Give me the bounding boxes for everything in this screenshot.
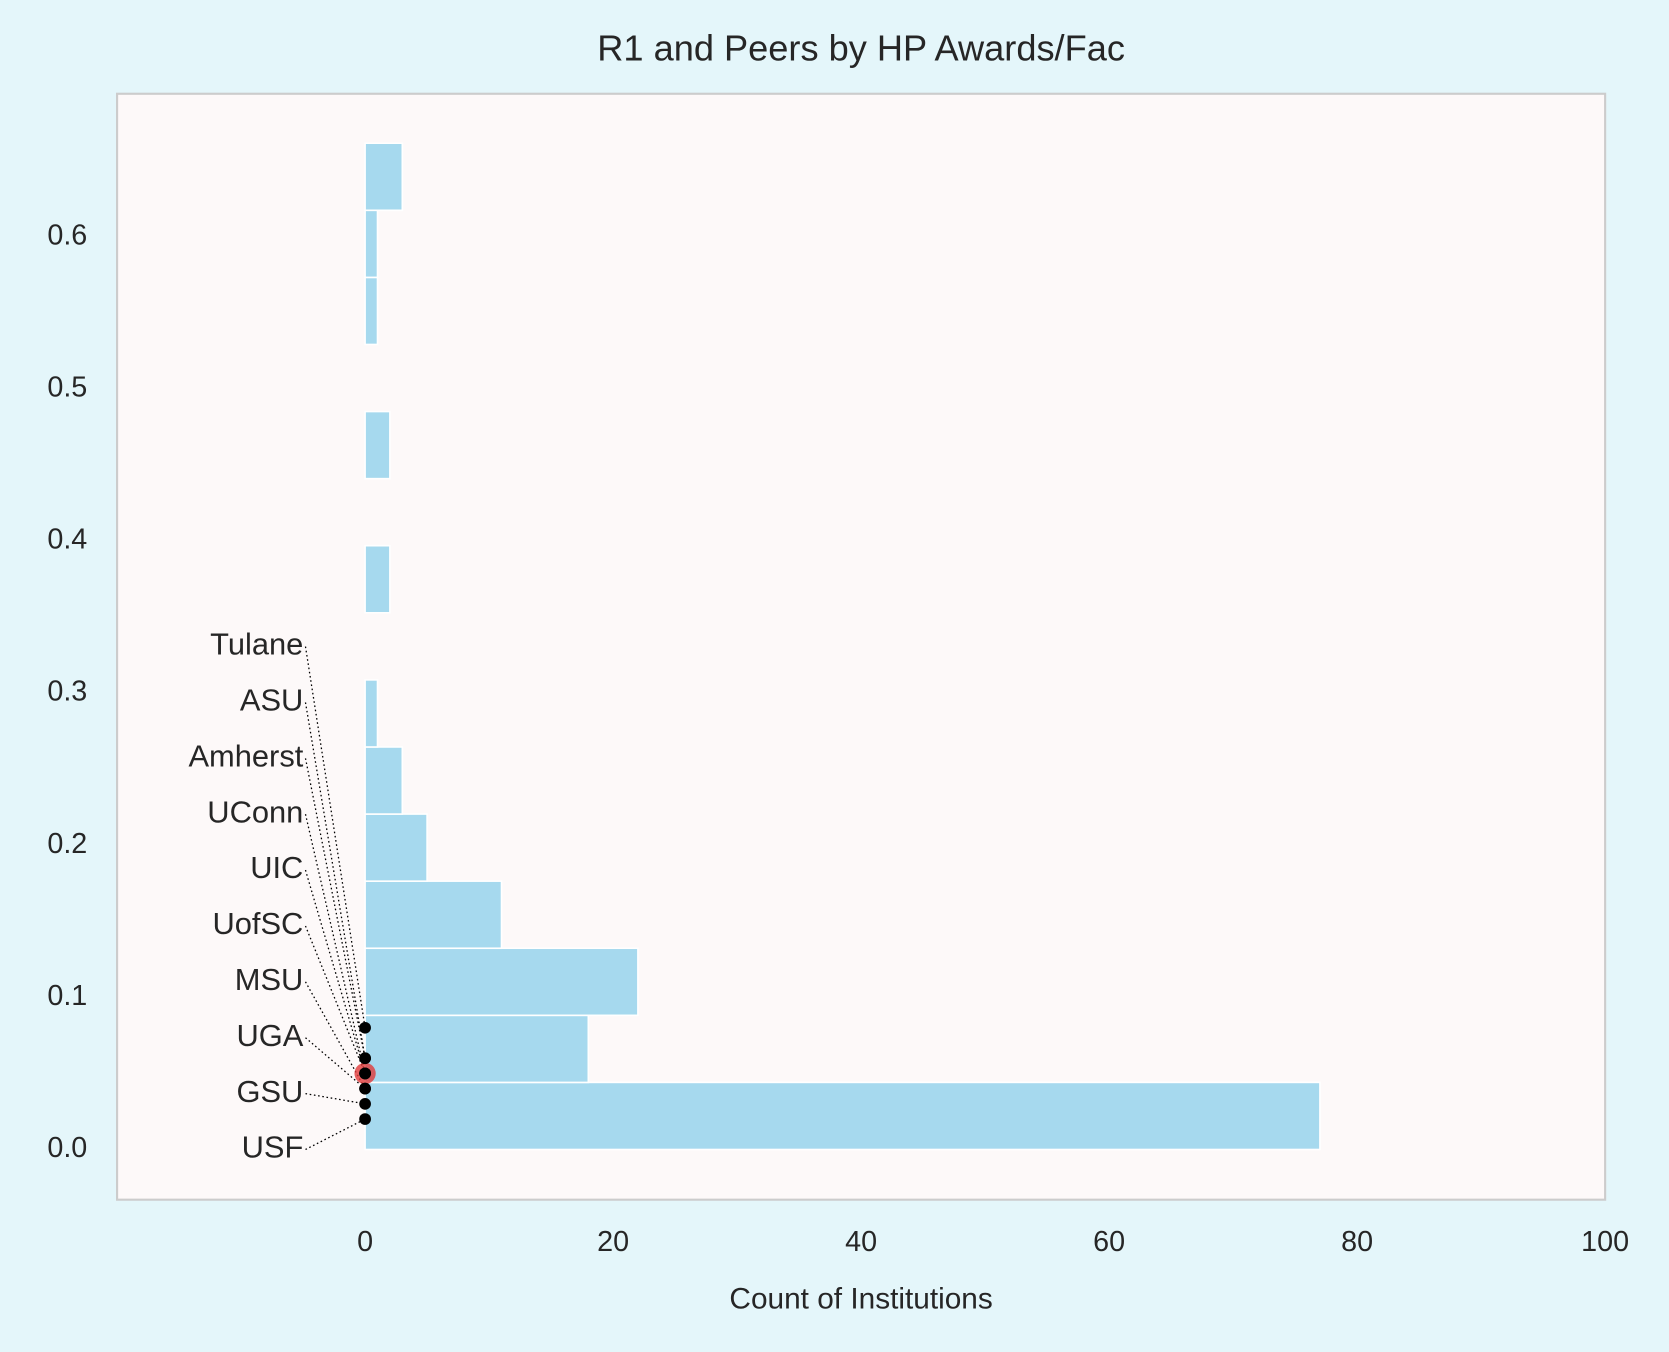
bar	[364, 746, 404, 815]
point-label: UGA	[236, 1018, 303, 1053]
x-tick-label: 20	[597, 1226, 629, 1258]
leader-line	[304, 981, 366, 1089]
leader-line	[304, 814, 366, 1074]
bar	[364, 142, 404, 212]
y-tick-label: 0.0	[47, 1132, 87, 1164]
bar	[364, 410, 391, 480]
y-tick-label: 0.5	[47, 371, 87, 403]
point-label: GSU	[236, 1074, 303, 1109]
plot-area	[116, 92, 1607, 1201]
point	[359, 1098, 371, 1110]
leader-line	[305, 1037, 366, 1090]
leader-line	[305, 1092, 366, 1105]
x-tick-label: 0	[357, 1226, 373, 1258]
point-label: MSU	[235, 962, 304, 997]
bar	[364, 947, 639, 1017]
point	[359, 1113, 371, 1125]
bar	[364, 209, 379, 279]
y-tick-label: 0.2	[47, 828, 87, 860]
x-tick-label: 80	[1341, 1226, 1373, 1258]
leader-line	[304, 646, 366, 1028]
bar	[364, 544, 391, 614]
x-axis-label: Count of Institutions	[729, 1283, 992, 1316]
x-tick-label: 60	[1093, 1226, 1125, 1258]
bar	[364, 1081, 1321, 1151]
chart-title: R1 and Peers by HP Awards/Fac	[597, 28, 1125, 69]
leader-line	[304, 925, 366, 1074]
point-label: UIC	[250, 850, 303, 885]
leader-line	[304, 702, 366, 1059]
leader-line	[304, 869, 366, 1074]
bar	[364, 679, 379, 748]
y-tick-label: 0.1	[47, 980, 87, 1012]
point-label: ASU	[240, 683, 303, 718]
point-label: UofSC	[212, 906, 303, 941]
point	[359, 1021, 371, 1034]
bar	[364, 813, 428, 882]
bar	[364, 1014, 590, 1084]
y-tick-label: 0.6	[47, 219, 87, 251]
bar	[364, 880, 503, 950]
x-tick-label: 40	[845, 1226, 877, 1258]
y-tick-label: 0.4	[47, 524, 87, 556]
point	[359, 1052, 371, 1065]
point-label: USF	[242, 1130, 304, 1165]
bar	[364, 276, 379, 346]
point-label: UConn	[207, 794, 303, 829]
point	[359, 1082, 371, 1095]
x-tick-label: 100	[1581, 1226, 1629, 1258]
leader-line	[305, 1118, 366, 1151]
point-label: Amherst	[188, 738, 303, 773]
point	[359, 1067, 371, 1080]
y-tick-label: 0.3	[47, 676, 87, 708]
point-label: Tulane	[210, 627, 303, 662]
